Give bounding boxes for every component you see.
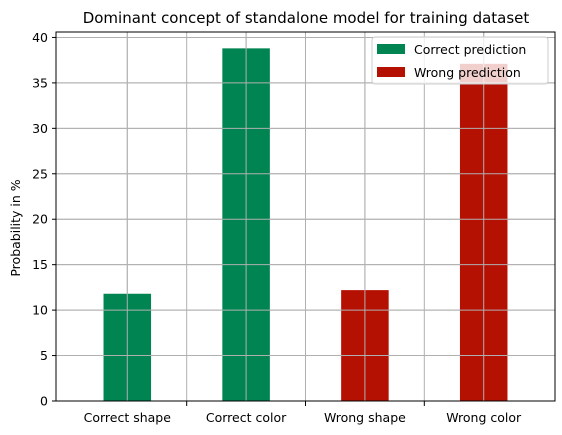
x-tick-label: Wrong shape — [324, 410, 406, 425]
x-tick-label: Correct shape — [84, 410, 172, 425]
y-tick-label: 30 — [32, 121, 48, 136]
y-tick-label: 0 — [40, 394, 48, 409]
x-tick-label: Wrong color — [446, 410, 522, 425]
y-tick-label: 20 — [32, 212, 48, 227]
legend-label-wrong-prediction: Wrong prediction — [414, 65, 521, 80]
legend-swatch-correct-prediction — [377, 44, 405, 54]
y-tick-label: 15 — [32, 257, 48, 272]
y-tick-label: 35 — [32, 75, 48, 90]
y-axis-label: Probability in % — [8, 179, 23, 276]
y-tick-label: 10 — [32, 303, 48, 318]
x-tick-label: Correct color — [206, 410, 287, 425]
legend: Correct prediction Wrong prediction — [371, 36, 549, 85]
bars — [56, 32, 555, 402]
y-tick-label: 40 — [32, 30, 48, 45]
legend-swatch-wrong-prediction — [377, 67, 405, 77]
x-axis-ticks: Correct shape Correct color Wrong shape Wro… — [84, 401, 522, 425]
y-tick-label: 25 — [32, 166, 48, 181]
legend-label-correct-prediction: Correct prediction — [414, 42, 526, 57]
chart-title: Dominant concept of standalone model for… — [83, 9, 530, 27]
y-axis-ticks: 0 5 10 15 20 25 30 35 40 — [32, 30, 56, 409]
legend-frame — [371, 36, 549, 85]
y-tick-label: 5 — [40, 348, 48, 363]
